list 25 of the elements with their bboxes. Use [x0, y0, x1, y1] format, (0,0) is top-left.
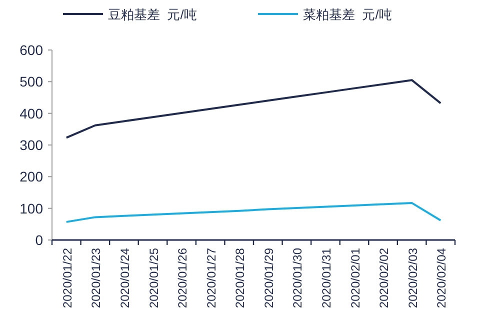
y-tick-label: 500 — [20, 74, 44, 90]
x-tick-label: 2020/01/23 — [89, 248, 104, 308]
x-tick-label: 2020/01/24 — [118, 248, 132, 308]
line-series — [65, 79, 442, 139]
legend-label: 豆粕基差 元/吨 — [108, 7, 197, 22]
y-tick-label: 100 — [20, 200, 44, 216]
x-tick-label: 2020/01/22 — [60, 248, 74, 308]
x-tick-label: 2020/02/04 — [434, 248, 449, 308]
x-tick-label: 2020/01/26 — [176, 248, 190, 308]
line-series — [65, 202, 442, 223]
y-tick-label: 600 — [20, 42, 44, 58]
x-tick-label: 2020/01/29 — [262, 248, 276, 308]
x-tick-label: 2020/02/03 — [406, 248, 420, 308]
y-tick-label: 200 — [20, 168, 44, 185]
x-tick-label: 2020/01/25 — [146, 248, 161, 308]
x-tick-label: 2020/01/28 — [233, 248, 248, 308]
x-tick-label: 2020/02/02 — [377, 248, 392, 308]
legend-label: 菜粕基差 元/吨 — [303, 7, 392, 22]
y-tick-label: 400 — [20, 105, 44, 122]
x-tick-label: 2020/02/01 — [348, 248, 362, 308]
y-tick-label: 0 — [35, 232, 44, 248]
y-tick-label: 300 — [20, 137, 44, 153]
x-tick-label: 2020/01/31 — [319, 248, 334, 308]
x-tick-label: 2020/01/27 — [204, 248, 218, 308]
x-tick-label: 2020/01/30 — [290, 248, 305, 308]
